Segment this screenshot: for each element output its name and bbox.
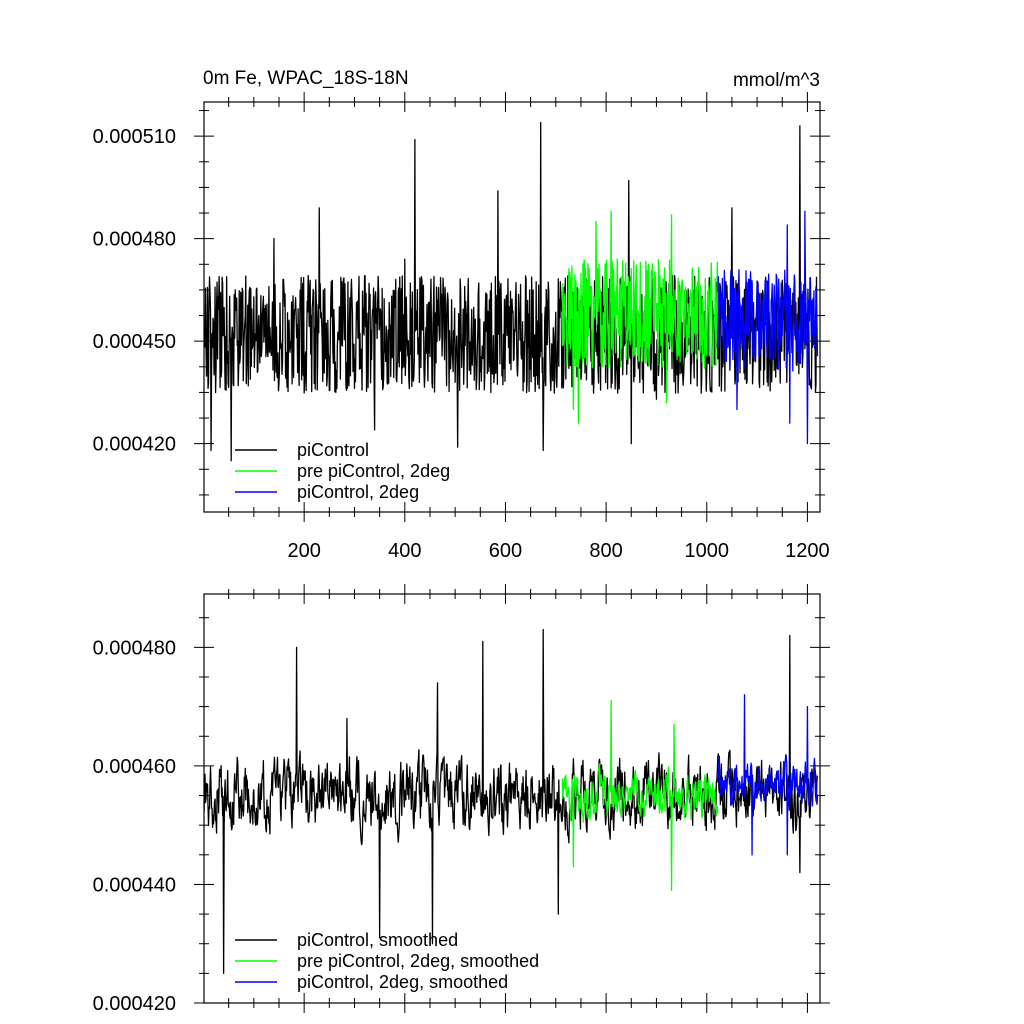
legend-label: pre piControl, 2deg (297, 461, 450, 481)
y-tick-label: 0.000510 (93, 126, 176, 148)
series-line-pre-picontrol-2deg-smoothed (561, 700, 719, 892)
y-tick-label: 0.000450 (93, 331, 176, 353)
x-tick-label: 800 (589, 540, 622, 562)
x-tick-label: 200 (287, 540, 320, 562)
y-tick-label: 0.000420 (93, 434, 176, 456)
top-axes: 200 400 600 800 1000 1200 0.000420 0.000450 0.00… (93, 92, 830, 562)
plot-frame (203, 101, 821, 513)
series-line-picontrol (204, 121, 818, 462)
y-tick-label: 0.000480 (93, 637, 176, 659)
series-line-picontrol-2deg (717, 210, 819, 445)
legend-label: piControl (297, 440, 369, 460)
x-tick-label: 600 (489, 540, 522, 562)
series-line-picontrol-2deg-smoothed (717, 694, 819, 856)
y-tick-label: 0.000440 (93, 874, 176, 896)
bottom-axes: 0.000420 0.000440 0.000460 0.000480 (93, 584, 830, 1015)
legend-label: piControl, 2deg (297, 482, 419, 502)
legend-label: pre piControl, 2deg, smoothed (297, 951, 539, 971)
top-title-right: mmol/m^3 (733, 70, 820, 91)
x-tick-label: 1000 (685, 540, 730, 562)
legend-label: piControl, smoothed (297, 930, 458, 950)
y-tick-label: 0.000480 (93, 229, 176, 251)
x-tick-label: 400 (388, 540, 421, 562)
top-title-left: 0m Fe, WPAC_18S-18N (203, 68, 409, 89)
bottom-series-layer (204, 628, 819, 975)
series-line-pre-picontrol-2deg (561, 210, 719, 424)
y-tick-label: 0.000460 (93, 756, 176, 778)
series-line-picontrol-smoothed (204, 628, 819, 975)
top-series-layer (204, 121, 819, 462)
x-tick-label: 1200 (785, 540, 830, 562)
plot-frame (203, 593, 821, 1004)
y-tick-label: 0.000420 (93, 993, 176, 1015)
legend-label: piControl, 2deg, smoothed (297, 972, 508, 992)
